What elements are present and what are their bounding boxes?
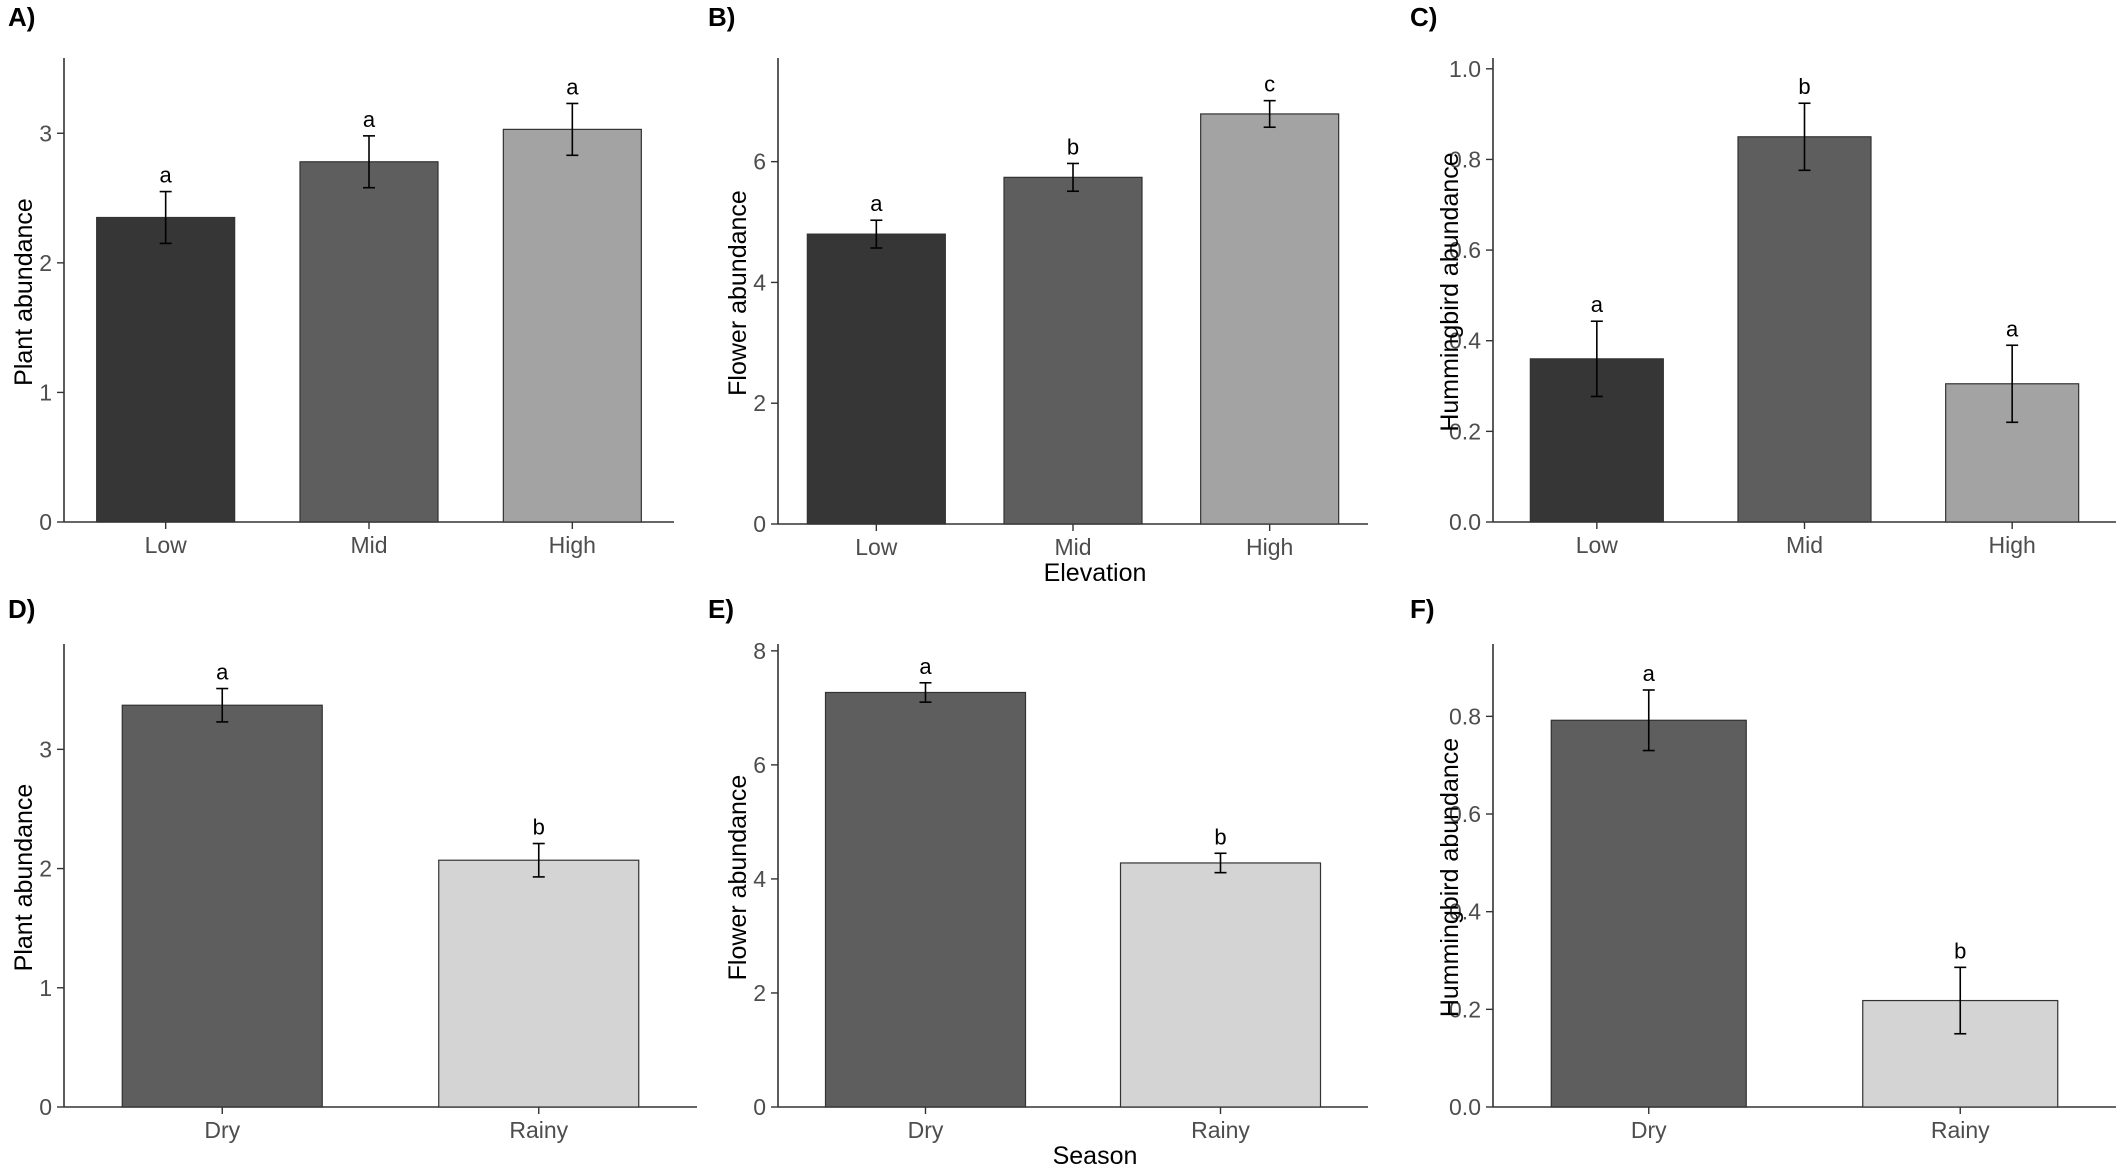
panel-f-y-tick-label: 0.4 <box>1449 899 1481 925</box>
panel-e-y-axis-title: Flower abundance <box>724 775 752 981</box>
panel-f-y-tick-label: 0.0 <box>1449 1094 1481 1120</box>
panel-f-bar-dry <box>1550 719 1747 1108</box>
panel-e-y-tick-label: 0 <box>753 1094 766 1120</box>
panel-d-significance-letter: a <box>216 660 229 685</box>
panel-a-label: A) <box>8 2 35 32</box>
panel-a-bar-high <box>502 128 642 523</box>
panel-a-x-tick-label: Mid <box>350 532 387 558</box>
panel-d-x-tick-label: Dry <box>204 1117 240 1143</box>
panel-f-y-tick-label: 0.2 <box>1449 996 1481 1022</box>
panel-f-y-tick-label: 0.6 <box>1449 801 1481 827</box>
panel-b-y-tick-label: 6 <box>753 149 766 175</box>
panel-e-label: E) <box>708 594 734 624</box>
panel-b-label: B) <box>708 2 735 32</box>
panel-a-y-tick-label: 1 <box>39 379 52 405</box>
panel-e-y-tick-label: 4 <box>753 866 766 892</box>
panel-e-x-tick-label: Rainy <box>1191 1117 1250 1143</box>
panel-e-y-tick-label: 2 <box>753 980 766 1006</box>
panel-e-bar-dry <box>824 691 1027 1108</box>
panel-b-bar-mid <box>1003 176 1143 525</box>
panel-c-y-axis-title: Hummingbird abundance <box>1436 152 1464 431</box>
panel-c-x-tick-label: High <box>1989 532 2036 558</box>
panel-c-y-tick-label: 0.0 <box>1449 509 1481 535</box>
panel-e-x-tick-label: Dry <box>908 1117 944 1143</box>
panel-b-y-axis-title: Flower abundance <box>724 190 752 396</box>
panel-a-y-tick-label: 0 <box>39 509 52 535</box>
panel-c-bar-mid <box>1737 136 1872 523</box>
panel-d-y-tick-label: 2 <box>39 856 52 882</box>
panel-e-y-tick-label: 6 <box>753 752 766 778</box>
panel-e-y-tick-label: 8 <box>753 638 766 664</box>
panel-d-y-tick-label: 3 <box>39 736 52 762</box>
panel-a-y-axis-title: Plant abundance <box>10 198 38 386</box>
panel-d-x-tick-label: Rainy <box>509 1117 568 1143</box>
panel-b-bar-high <box>1200 113 1340 525</box>
panel-f-significance-letter: a <box>1643 661 1656 686</box>
panel-a-significance-letter: a <box>566 74 579 99</box>
panel-f-y-tick-label: 0.8 <box>1449 703 1481 729</box>
panel-c-significance-letter: b <box>1798 74 1810 99</box>
panel-c-y-tick-label: 0.8 <box>1449 146 1481 172</box>
panel-c-y-tick-label: 1.0 <box>1449 56 1481 82</box>
panel-f-x-tick-label: Rainy <box>1931 1117 1990 1143</box>
panel-c-y-tick-label: 0.2 <box>1449 418 1481 444</box>
panel-b-bar-low <box>806 233 946 525</box>
panel-b-y-tick-label: 2 <box>753 390 766 416</box>
panel-c-significance-letter: a <box>1591 292 1604 317</box>
panel-b-x-tick-label: Low <box>855 534 898 560</box>
panel-c-x-tick-label: Mid <box>1786 532 1823 558</box>
panel-f-x-tick-label: Dry <box>1631 1117 1667 1143</box>
panel-f-y-axis-title: Hummingbird abundance <box>1436 738 1464 1017</box>
panel-d-y-tick-label: 0 <box>39 1094 52 1120</box>
panel-f-significance-letter: b <box>1954 938 1966 963</box>
panel-a-bar-low <box>96 216 236 523</box>
panel-c-x-tick-label: Low <box>1576 532 1619 558</box>
x-axis-title-season: Season <box>1053 1142 1138 1170</box>
panel-d-bar-rainy <box>438 859 640 1108</box>
panel-d-bar-dry <box>121 704 323 1108</box>
panel-a-significance-letter: a <box>363 107 376 132</box>
x-axis-title-elevation: Elevation <box>1044 559 1147 587</box>
panel-d-label: D) <box>8 594 35 624</box>
panel-b-y-tick-label: 0 <box>753 511 766 537</box>
panel-b-x-tick-label: Mid <box>1054 534 1091 560</box>
panel-b-x-tick-label: High <box>1246 534 1293 560</box>
panel-e-bar-rainy <box>1119 862 1322 1108</box>
panel-a-x-tick-label: Low <box>145 532 188 558</box>
panel-c-y-tick-label: 0.4 <box>1449 328 1481 354</box>
panel-e-significance-letter: a <box>919 654 932 679</box>
panel-b-significance-letter: c <box>1264 72 1275 97</box>
panel-a-y-tick-label: 2 <box>39 250 52 276</box>
panel-c-significance-letter: a <box>2006 316 2019 341</box>
panel-a-x-tick-label: High <box>549 532 596 558</box>
panel-d-significance-letter: b <box>533 815 545 840</box>
panel-b-y-tick-label: 4 <box>753 269 766 295</box>
panel-a-bar-mid <box>299 161 439 523</box>
panel-b-significance-letter: b <box>1067 134 1079 159</box>
panel-a-significance-letter: a <box>160 163 173 188</box>
panel-d-y-axis-title: Plant abundance <box>10 784 38 972</box>
panel-d-y-tick-label: 1 <box>39 975 52 1001</box>
panel-f-label: F) <box>1410 594 1435 624</box>
panel-b-significance-letter: a <box>870 191 883 216</box>
panel-c-y-tick-label: 0.6 <box>1449 237 1481 263</box>
panel-c-label: C) <box>1410 2 1437 32</box>
panel-e-significance-letter: b <box>1214 824 1226 849</box>
panel-a-y-tick-label: 3 <box>39 120 52 146</box>
